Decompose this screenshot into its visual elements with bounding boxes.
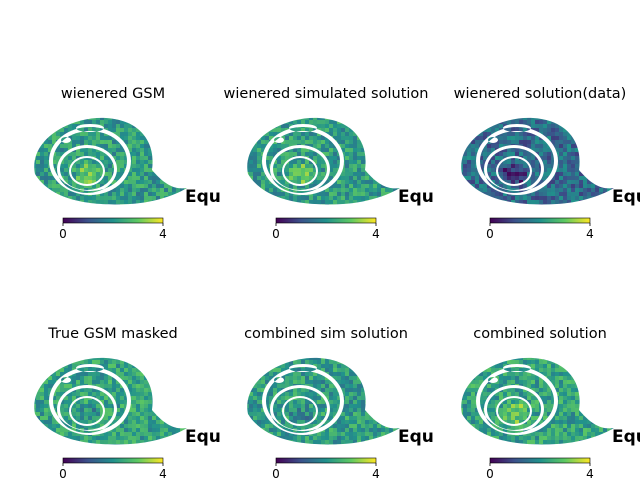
- coord-label: Equ: [398, 187, 434, 207]
- coord-label: Equ: [612, 427, 640, 447]
- coord-label: Equ: [185, 187, 221, 207]
- panel-title: wienered GSM: [61, 86, 165, 102]
- coord-label: Equ: [398, 427, 434, 447]
- panel-title: True GSM masked: [47, 326, 178, 342]
- coord-label: Equ: [612, 187, 640, 207]
- panel-title: wienered simulated solution: [224, 86, 429, 102]
- panel-title: wienered solution(data): [454, 86, 627, 102]
- panel-title: combined sim solution: [244, 326, 408, 342]
- colorbar-tick-label: 4: [159, 467, 167, 480]
- panel-title: combined solution: [473, 326, 607, 342]
- colorbar-tick-label: 0: [272, 227, 280, 241]
- colorbar-tick-label: 4: [372, 227, 380, 241]
- colorbar-tick-label: 0: [272, 467, 280, 480]
- colorbar-tick-label: 0: [59, 227, 67, 241]
- colorbar-tick-label: 4: [372, 467, 380, 480]
- colorbar-tick-label: 0: [486, 467, 494, 480]
- colorbar-tick-label: 4: [586, 467, 594, 480]
- colorbar-tick-label: 4: [159, 227, 167, 241]
- colorbar-tick-label: 0: [59, 467, 67, 480]
- colorbar-tick-label: 0: [486, 227, 494, 241]
- colorbar-tick-label: 4: [586, 227, 594, 241]
- coord-label: Equ: [185, 427, 221, 447]
